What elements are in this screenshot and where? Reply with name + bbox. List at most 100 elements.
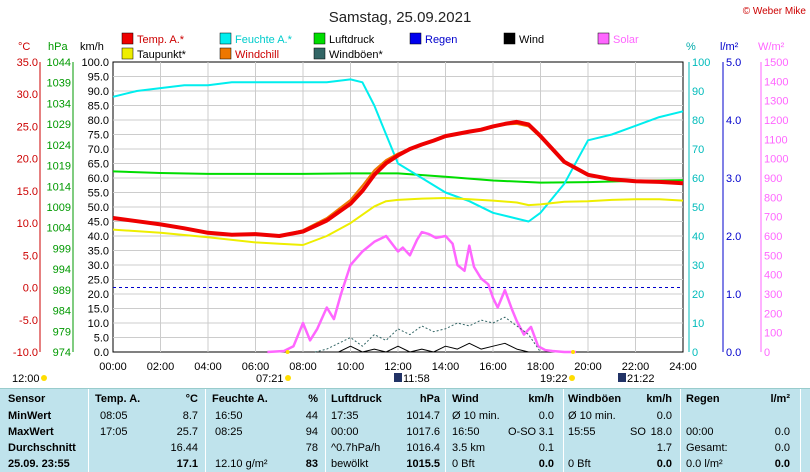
wind-axis-tick: 30.0	[88, 260, 109, 272]
pressure-axis-tick: 1034	[47, 98, 71, 110]
humidity-axis-tick: 70	[692, 144, 704, 156]
x-tick-label: 22:00	[622, 361, 650, 373]
rain-axis-tick: 4.0	[726, 115, 741, 127]
solar-axis-tick: 300	[764, 289, 782, 301]
gust-direction: SO	[630, 426, 646, 438]
wind-axis-tick: 70.0	[88, 144, 109, 156]
sunset-axis-marker	[571, 350, 576, 354]
gust-value: 1.7	[656, 442, 672, 454]
pressure-value: 1014.7	[406, 410, 440, 422]
x-tick-label: 20:00	[574, 361, 602, 373]
wind-axis-tick: 40.0	[88, 231, 109, 243]
pressure-axis-tick: 1039	[47, 78, 71, 90]
wind-axis-tick: 0.0	[94, 347, 109, 359]
x-tick-label: 04:00	[194, 361, 222, 373]
temp-value: 16.44	[170, 442, 198, 454]
wind-axis-tick: 100.0	[81, 57, 109, 69]
solar-axis-tick: 1300	[764, 96, 788, 108]
solar-axis-tick: 100	[764, 328, 782, 340]
legend-swatch-pressure	[313, 32, 326, 45]
humidity-value: 78	[305, 442, 318, 454]
temp-axis-tick: 5.0	[23, 250, 38, 262]
transit-label: 11:58	[403, 373, 430, 385]
pressure-axis-tick: 994	[53, 264, 71, 276]
legend-swatch-windchill	[219, 47, 232, 60]
wind-axis-tick: 95.0	[88, 72, 109, 84]
rain-axis-tick: 1.0	[726, 289, 741, 301]
plot-area	[112, 78, 684, 354]
sunset-icon	[569, 375, 575, 381]
legend-label-pressure: Luftdruck	[329, 34, 375, 46]
solar-axis-tick: 200	[764, 308, 782, 320]
temp-axis-tick: -5.0	[19, 315, 38, 327]
temp-axis-unit: °C	[18, 41, 30, 53]
series-line-taupunkt	[112, 197, 684, 246]
wind-value: 0.1	[538, 442, 554, 454]
humidity-value: 44	[305, 410, 318, 422]
legend-swatch-rain	[409, 32, 422, 45]
wind-value: 0.0	[538, 458, 554, 470]
rain-label: 00:00	[686, 426, 714, 438]
table-row: MaxWert 17:05 25.7 08:25 94 00:00 1017.6 16:50 O…	[0, 424, 810, 440]
temp-value: 17.1	[176, 458, 198, 470]
wind-axis-tick: 45.0	[88, 217, 109, 229]
rain-value: 0.0	[774, 442, 790, 454]
legend-label-dewpoint: Taupunkt*	[137, 49, 187, 61]
temp-axis-tick: 10.0	[17, 218, 38, 230]
table-row: Durchschnitt 16.44 78 ^0.7hPa/h 1016.4 3.5 km…	[0, 440, 810, 456]
table-row: MinWert 08:05 8.7 16:50 44 17:35 1014.7 Ø 10 mi…	[0, 408, 810, 424]
header-wind-unit: km/h	[528, 393, 554, 405]
header-humidity: Feuchte A.	[212, 393, 268, 405]
pressure-axis-tick: 984	[53, 306, 71, 318]
solar-axis-tick: 700	[764, 212, 782, 224]
humidity-axis-tick: 50	[692, 202, 704, 214]
legend: Temp. A.* Feuchte A.* Luftdruck Regen Wind So…	[121, 32, 639, 61]
wind-axis-tick: 20.0	[88, 289, 109, 301]
wind-value: 0.0	[538, 410, 554, 422]
rain-value: 0.0	[774, 458, 790, 470]
humidity-axis-unit: %	[686, 41, 696, 53]
table-row: 25.09. 23:55 17.1 12.10 g/m² 83 bewölkt 1015.…	[0, 456, 810, 472]
pressure-axis-unit: hPa	[48, 41, 68, 53]
pressure-value: 1016.4	[406, 442, 440, 454]
grid	[39, 61, 762, 353]
header-rain-unit: l/m²	[770, 393, 790, 405]
legend-swatch-wind	[503, 32, 516, 45]
rain-label: Gesamt:	[686, 442, 728, 454]
legend-label-wind: Wind	[519, 34, 544, 46]
x-tick-label: 24:00	[669, 361, 697, 373]
pressure-axis-tick: 1014	[47, 181, 71, 193]
sun-icon	[41, 375, 47, 381]
x-tick-label: 12:00	[384, 361, 412, 373]
wind-label: 16:50	[452, 426, 480, 438]
moon-label: 21:22	[627, 373, 655, 385]
rain-axis-tick: 2.0	[726, 231, 741, 243]
humidity-axis-tick: 0	[692, 347, 698, 359]
gust-label: 0 Bft	[568, 458, 591, 470]
temp-value: 25.7	[176, 426, 198, 438]
legend-label-solar: Solar	[613, 34, 639, 46]
header-humidity-unit: %	[308, 393, 318, 405]
table-separator	[800, 389, 801, 472]
x-tick-label: 16:00	[479, 361, 507, 373]
wind-label: Ø 10 min.	[452, 410, 500, 422]
summary-table: Sensor Temp. A. °C Feuchte A.% Luftdruck hPa W…	[0, 388, 810, 472]
series-line-feuchtea	[112, 78, 684, 223]
solar-axis-tick: 1400	[764, 76, 788, 88]
pressure-time: 00:00	[331, 426, 359, 438]
wind-axis-tick: 55.0	[88, 188, 109, 200]
sunrise-label: 07:21	[256, 373, 284, 385]
wind-axis-tick: 80.0	[88, 115, 109, 127]
wind-axis-tick: 75.0	[88, 130, 109, 142]
table-separator	[325, 389, 326, 472]
legend-label-rain: Regen	[425, 34, 457, 46]
pressure-axis-tick: 1029	[47, 119, 71, 131]
sun-noon-left-label: 12:00	[12, 373, 40, 385]
legend-swatch-humidity	[219, 32, 232, 45]
wind-value: 3.1	[538, 426, 554, 438]
summary-header-row: Sensor Temp. A. °C Feuchte A.% Luftdruck hPa W…	[0, 391, 810, 407]
row-label: MinWert	[8, 410, 52, 422]
humidity-axis-tick: 40	[692, 231, 704, 243]
wind-axis-tick: 25.0	[88, 275, 109, 287]
legend-label-humidity: Feuchte A.*	[235, 34, 293, 46]
